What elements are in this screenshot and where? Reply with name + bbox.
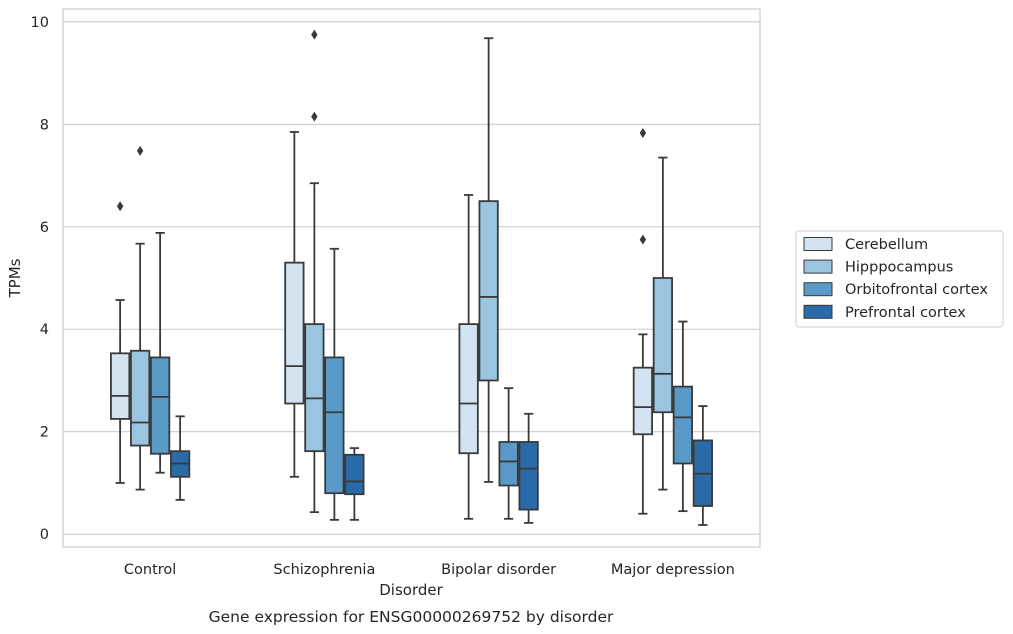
box	[478, 37, 499, 483]
x-tick-label: Major depression	[611, 562, 735, 578]
box-body	[344, 453, 365, 496]
legend-label: Orbitofrontal cortex	[845, 282, 988, 298]
legend-swatch	[803, 304, 833, 319]
box	[284, 131, 305, 478]
box-body	[110, 352, 131, 420]
box-body	[130, 349, 151, 447]
box	[170, 415, 191, 501]
y-tick-label: 2	[40, 425, 49, 441]
x-axis-label: Disorder	[379, 581, 443, 599]
x-tick-label: Bipolar disorder	[441, 562, 556, 578]
series-orbitofrontal-cortex	[150, 232, 693, 521]
box	[692, 405, 713, 526]
box-body	[284, 261, 305, 405]
x-tick-label: Control	[124, 562, 176, 578]
legend-swatch	[803, 237, 833, 251]
series-hipppocampus	[130, 29, 673, 514]
legend-label: Cerebellum	[845, 237, 928, 253]
outlier-point	[136, 145, 144, 156]
outlier-point	[311, 111, 318, 122]
outlier-point	[116, 201, 124, 212]
legend-frame	[795, 230, 1004, 328]
outlier-point	[639, 234, 647, 245]
box-body	[518, 441, 539, 511]
y-tick-label: 0	[40, 527, 49, 543]
box	[304, 29, 325, 514]
box	[150, 232, 171, 474]
box-body	[478, 200, 499, 382]
box	[498, 387, 519, 520]
box	[110, 201, 131, 484]
box-series	[110, 29, 713, 526]
legend-swatch	[803, 259, 833, 274]
outlier-point	[639, 127, 647, 138]
box	[518, 412, 539, 524]
y-tick-label: 4	[40, 322, 49, 338]
box	[652, 156, 673, 491]
outlier-point	[311, 29, 318, 40]
x-tick-label: Schizophrenia	[273, 562, 375, 578]
x-axis-ticks: Control Schizophrenia Bipolar disorder Majo…	[124, 562, 735, 578]
box	[458, 194, 479, 520]
box	[324, 247, 345, 521]
series-cerebellum	[110, 127, 653, 520]
legend-label: Hipppocampus	[845, 260, 953, 276]
legend: Cerebellum Hipppocampus Orbitofrontal cort…	[795, 230, 1004, 328]
box	[344, 447, 365, 521]
box-body	[458, 323, 479, 455]
y-tick-label: 6	[40, 220, 49, 236]
box-body	[632, 366, 653, 436]
box-body	[672, 385, 693, 465]
box	[130, 145, 151, 491]
chart-caption: Gene expression for ENSG00000269752 by d…	[209, 608, 614, 626]
legend-swatch	[803, 282, 833, 297]
series-prefrontal-cortex	[170, 405, 713, 526]
box-body	[324, 356, 345, 495]
y-tick-label: 10	[31, 15, 49, 31]
box-body	[150, 356, 171, 455]
y-axis-ticks: 0 2 4 6 8 10	[31, 15, 49, 543]
box-body	[652, 277, 673, 414]
y-axis-label: TPMs	[6, 258, 24, 298]
box-body	[498, 441, 519, 487]
box	[632, 127, 653, 515]
box-body	[304, 323, 325, 453]
legend-label: Prefrontal cortex	[845, 305, 966, 321]
y-tick-label: 8	[40, 117, 49, 133]
box	[672, 320, 693, 513]
